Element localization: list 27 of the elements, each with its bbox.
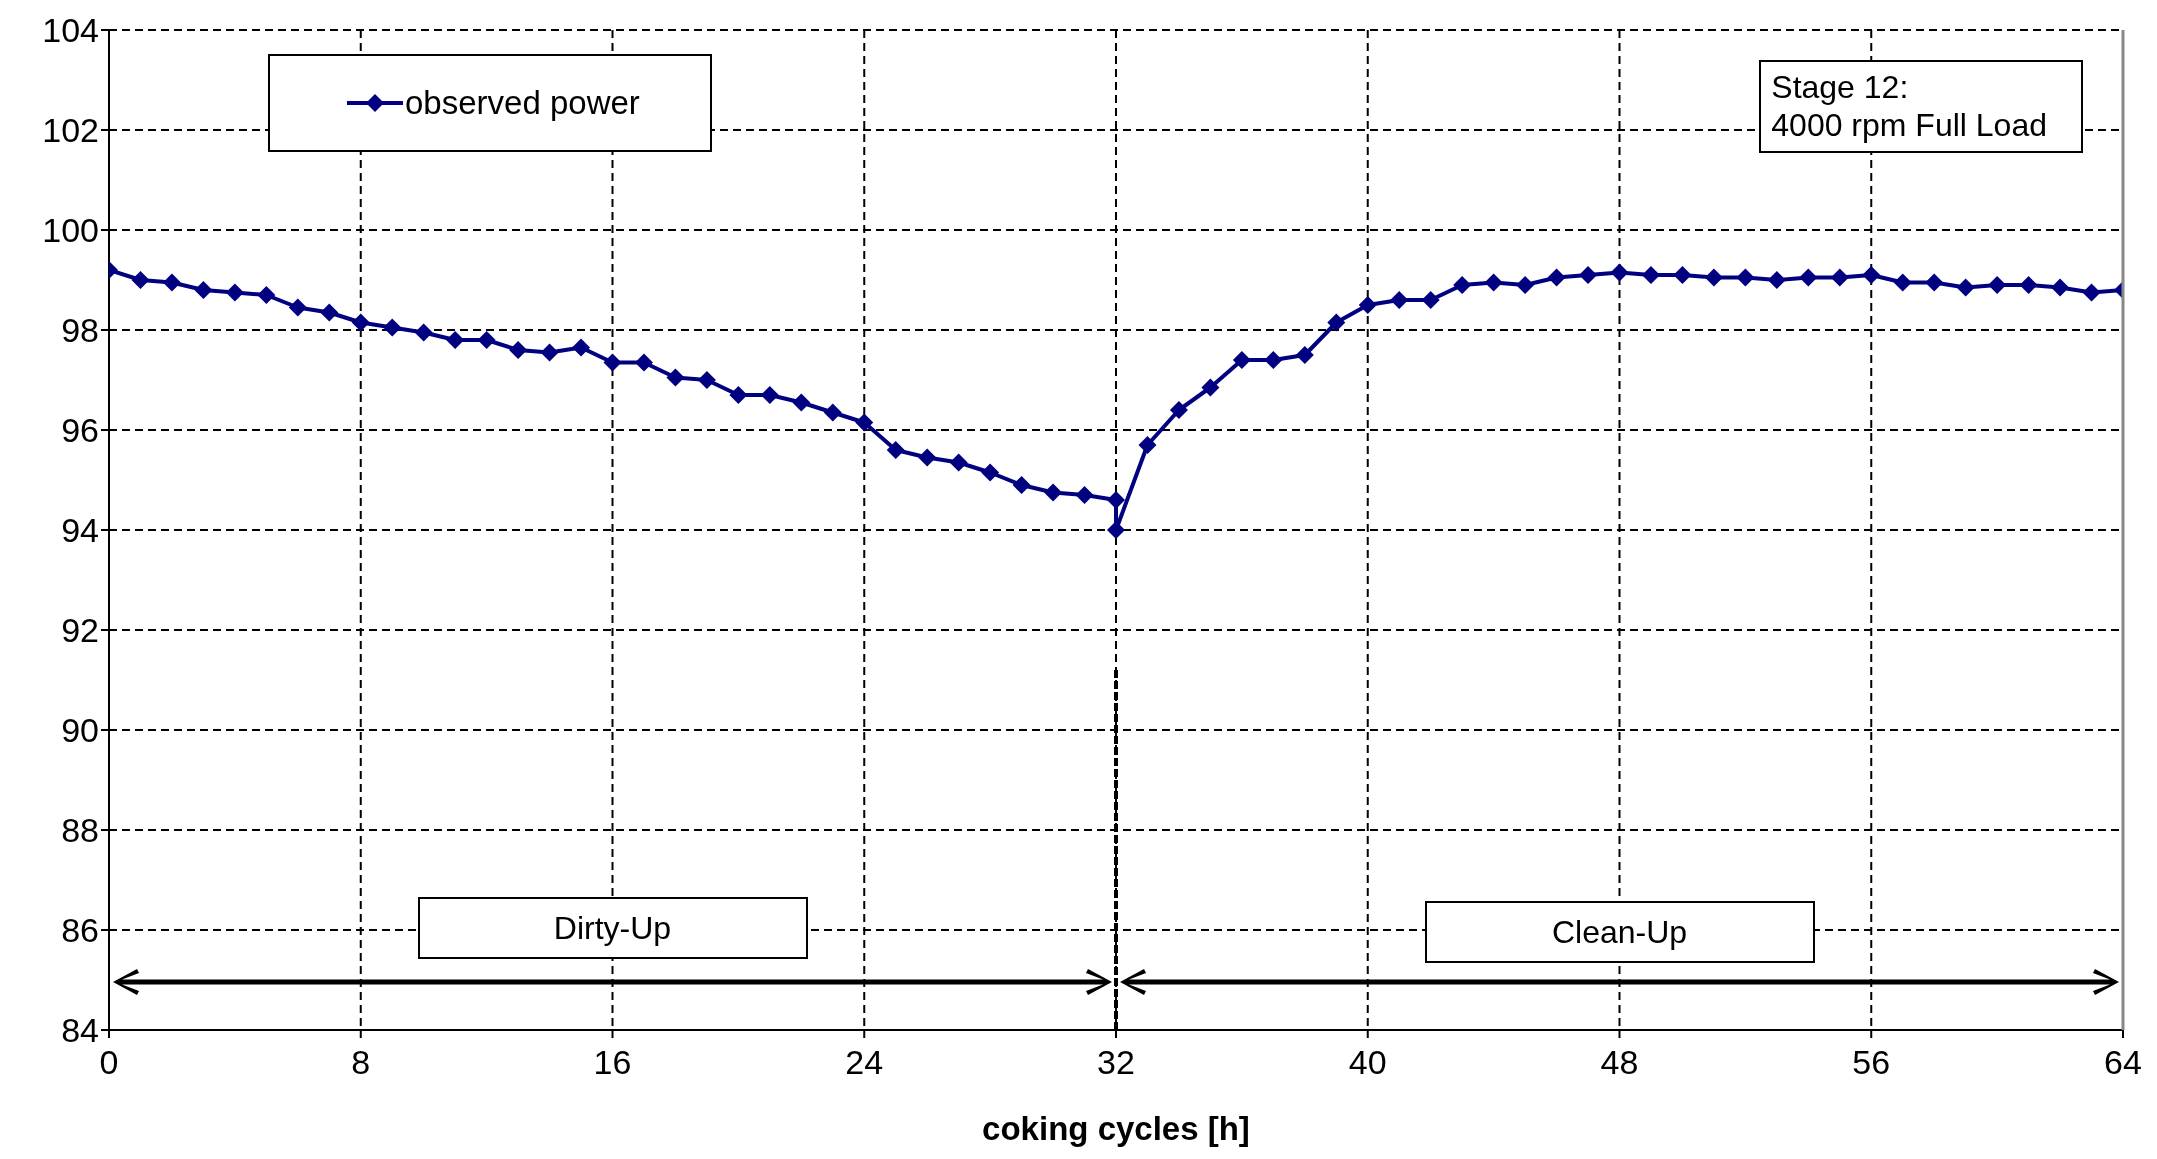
y-tick-label: 100: [42, 211, 99, 250]
x-tick-label: 32: [1097, 1043, 1135, 1082]
legend-label: observed power: [405, 84, 640, 122]
annotation: Clean-Up: [1551, 913, 1688, 951]
x-tick-label: 0: [99, 1043, 119, 1082]
annotation: Stage 12: 4000 rpm Full Load: [1759, 60, 2083, 153]
x-tick-label: 48: [1600, 1043, 1639, 1082]
y-tick-label: 84: [61, 1011, 99, 1050]
y-tick-label: 104: [42, 11, 99, 50]
y-tick-label: 94: [61, 511, 99, 550]
y-tick-label: 88: [61, 811, 99, 850]
x-axis-title: coking cycles [h]: [982, 1110, 1250, 1147]
y-tick-label: 86: [61, 911, 99, 950]
annotation: Dirty-Up: [553, 909, 672, 947]
label-box: Clean-Up: [1424, 901, 1815, 963]
x-tick-label: 64: [2104, 1043, 2142, 1082]
label-box: Dirty-Up: [417, 897, 808, 959]
x-tick-label: 16: [593, 1043, 632, 1082]
y-tick-label: 102: [42, 111, 99, 150]
y-tick-label: 90: [61, 711, 99, 750]
x-tick-label: 56: [1852, 1043, 1891, 1082]
y-tick-label: 92: [61, 611, 99, 650]
y-tick-label: 96: [61, 411, 99, 450]
x-tick-label: 8: [351, 1043, 371, 1082]
x-tick-label: 40: [1348, 1043, 1387, 1082]
x-tick-label: 24: [845, 1043, 884, 1082]
y-tick-label: 98: [61, 311, 99, 350]
